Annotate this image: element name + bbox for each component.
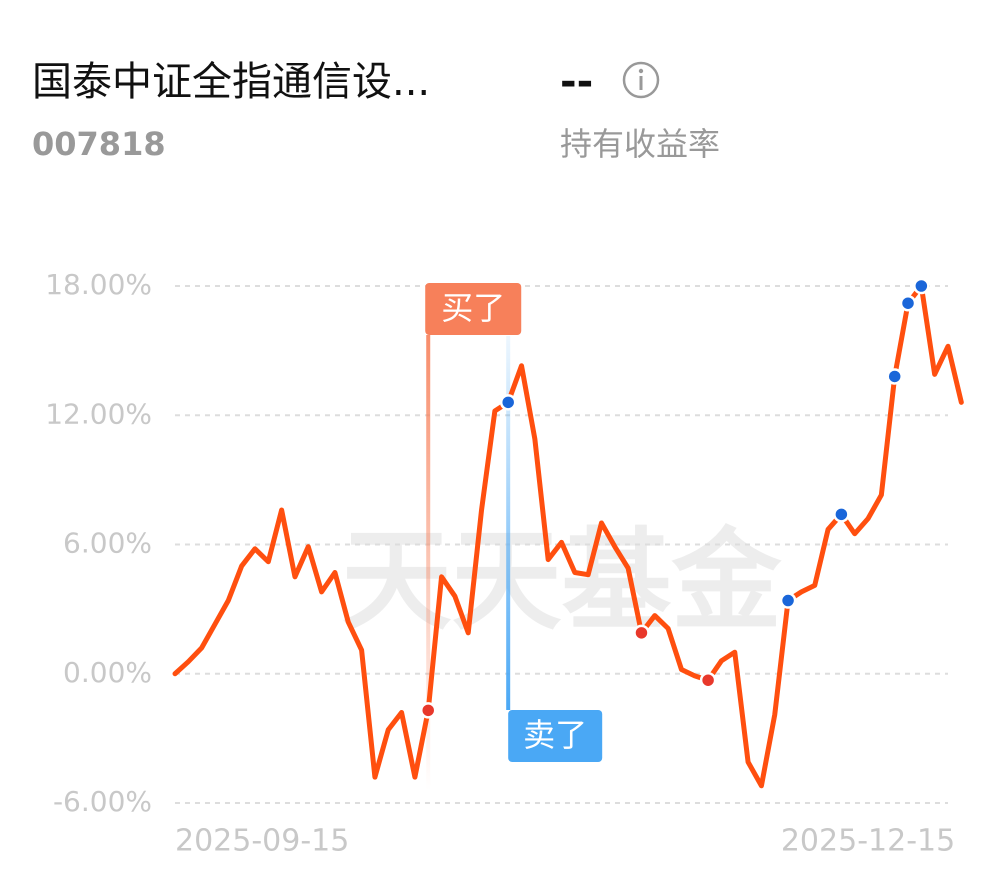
trade-dot — [419, 702, 437, 719]
annotation-line — [506, 336, 511, 710]
trade-dot — [699, 671, 717, 689]
line — [172, 283, 964, 789]
trade-dot — [633, 624, 650, 642]
trade-dot — [899, 294, 917, 312]
annotation-line — [426, 335, 431, 791]
return-value: -- — [560, 59, 593, 105]
annotation-label: 买了 — [441, 289, 505, 327]
info-icon[interactable] — [622, 61, 660, 99]
annotation-box — [425, 283, 522, 335]
watermark: 天天基金 — [342, 516, 783, 645]
x-tick-label: 2025-09-15 — [175, 824, 349, 859]
trade-dot — [913, 277, 930, 295]
trade-dot — [833, 506, 850, 523]
annotation-box — [508, 710, 603, 762]
fund-code: 007818 — [32, 125, 166, 163]
y-tick-label: 12.00% — [45, 397, 152, 430]
y-tick-label: 6.00% — [63, 527, 152, 560]
fund-title: 国泰中证全指通信设... — [32, 59, 430, 105]
trade-dot — [886, 368, 903, 385]
x-tick-label: 2025-12-15 — [781, 824, 955, 859]
y-tick-label: -6.00% — [53, 785, 152, 818]
return-label: 持有收益率 — [560, 125, 720, 163]
y-tick-label: 18.00% — [45, 268, 152, 301]
annotation-label: 卖了 — [523, 716, 587, 754]
trade-dot — [499, 394, 517, 411]
trade-dot — [779, 592, 797, 609]
y-tick-label: 0.00% — [63, 656, 152, 689]
